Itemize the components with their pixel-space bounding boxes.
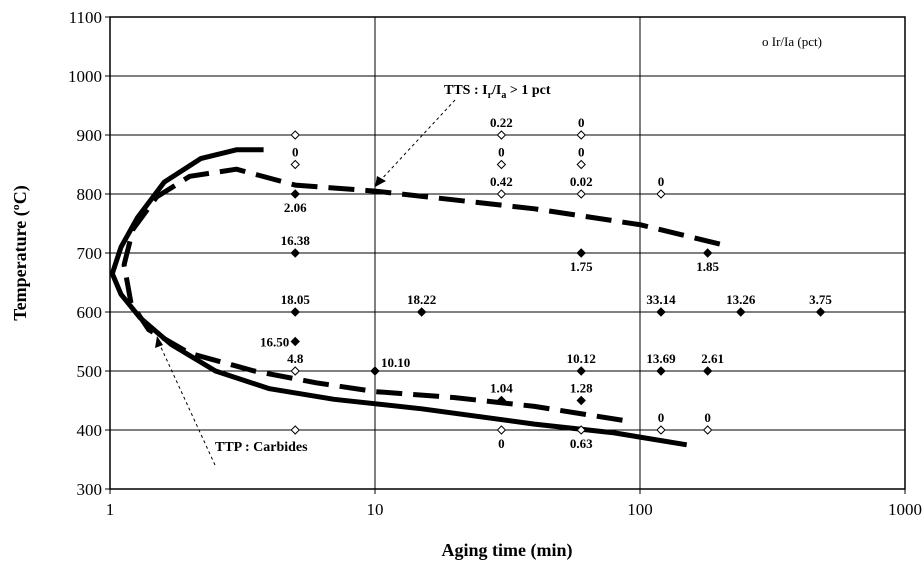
ttp-arrowhead <box>155 336 163 348</box>
open-point <box>496 159 507 170</box>
open-point <box>576 189 586 199</box>
data-label: 16.50 <box>260 335 289 350</box>
x-tick-label: 1 <box>106 500 115 519</box>
data-label: 2.61 <box>701 351 724 366</box>
data-label: 0.63 <box>570 436 593 451</box>
data-label: 3.75 <box>809 292 832 307</box>
tts-suffix: > 1 pct <box>506 83 550 98</box>
data-label: 2.06 <box>284 200 307 215</box>
x-tick-label: 100 <box>627 500 653 519</box>
filled-point <box>290 189 300 199</box>
data-label: 18.22 <box>407 292 436 307</box>
data-label: 0 <box>658 410 665 425</box>
open-point <box>290 425 300 435</box>
tts-slash: /I <box>491 83 501 98</box>
open-point <box>290 130 300 140</box>
filled-point <box>496 395 507 406</box>
x-axis-title: Aging time (min) <box>442 540 573 561</box>
open-point <box>496 189 507 199</box>
y-tick-label: 700 <box>77 244 103 263</box>
open-point <box>702 425 713 435</box>
data-label: 1.04 <box>490 381 513 396</box>
tts-sub-a: a <box>501 90 506 101</box>
x-axis-ticks: 1 10 100 1000 <box>106 489 922 519</box>
filled-point <box>702 248 713 258</box>
filled-point <box>702 366 713 376</box>
filled-point <box>656 307 666 317</box>
tts-curve <box>121 166 721 424</box>
data-label: 0.22 <box>490 115 513 130</box>
y-tick-label: 800 <box>77 185 103 204</box>
data-label: 13.26 <box>726 292 756 307</box>
filled-point <box>815 307 826 317</box>
y-tick-label: 500 <box>77 362 103 381</box>
tts-sub-r: r <box>488 90 493 101</box>
tts-annotation-label: TTS : Ir/Ia > 1 pct <box>444 83 551 101</box>
filled-point <box>736 307 746 317</box>
tts-arrowhead <box>375 176 386 187</box>
ttp-leader-line <box>158 342 216 466</box>
data-label: 4.8 <box>287 351 304 366</box>
open-point <box>576 130 586 140</box>
open-point <box>576 159 586 170</box>
data-label: 18.05 <box>281 292 311 307</box>
x-tick-label: 10 <box>367 500 384 519</box>
open-point <box>290 366 300 376</box>
data-label: 10.10 <box>381 355 410 370</box>
tts-leader-line <box>377 99 456 184</box>
filled-point <box>290 248 300 258</box>
open-point <box>496 425 507 435</box>
data-label: 0 <box>292 145 299 160</box>
data-label: 1.75 <box>570 259 593 274</box>
open-point <box>656 425 666 435</box>
y-tick-label: 1100 <box>69 8 102 27</box>
filled-point <box>576 395 586 406</box>
data-label: 1.85 <box>696 259 719 274</box>
open-point <box>496 130 507 140</box>
data-label: 0 <box>498 436 505 451</box>
ttp-curve <box>109 147 688 448</box>
data-label: 0 <box>658 174 665 189</box>
data-label: 0 <box>704 410 711 425</box>
filled-point <box>370 366 380 376</box>
data-label: 0.02 <box>570 174 593 189</box>
legend: o Ir/Ia (pct) <box>762 34 822 49</box>
x-tick-label: 1000 <box>888 500 922 519</box>
data-label: 33.14 <box>646 292 676 307</box>
grid <box>110 17 905 489</box>
curves <box>109 147 721 448</box>
data-label: 0.42 <box>490 174 513 189</box>
y-axis-title: Temperature (ºC) <box>10 185 31 320</box>
data-label: 1.28 <box>570 381 593 396</box>
filled-point <box>416 307 427 317</box>
filled-point <box>656 366 666 376</box>
y-tick-label: 900 <box>77 126 103 145</box>
filled-point <box>290 307 300 317</box>
filled-point <box>576 248 586 258</box>
y-tick-label: 1000 <box>68 67 102 86</box>
ttp-annotation-label: TTP : Carbides <box>215 440 308 455</box>
data-label: 13.69 <box>646 351 676 366</box>
data-label: 0 <box>578 115 585 130</box>
y-tick-label: 600 <box>77 303 103 322</box>
data-label: 0 <box>498 145 505 160</box>
y-tick-label: 300 <box>77 480 103 499</box>
open-point <box>576 425 586 435</box>
data-label: 10.12 <box>567 351 596 366</box>
y-axis-ticks: 300 400 500 600 700 800 900 1000 1100 <box>68 8 110 499</box>
data-label: 0 <box>578 145 585 160</box>
y-tick-label: 400 <box>77 421 103 440</box>
data-labels: 0 2.06 16.38 18.05 16.504.8 10.10 18.22 0.22 0 0.… <box>260 115 832 451</box>
data-label: 16.38 <box>281 233 311 248</box>
tts-prefix: TTS : I <box>444 83 488 98</box>
filled-point <box>290 336 300 347</box>
filled-point <box>576 366 586 376</box>
open-point <box>656 189 666 199</box>
open-point <box>290 159 300 170</box>
data-points <box>290 130 826 435</box>
